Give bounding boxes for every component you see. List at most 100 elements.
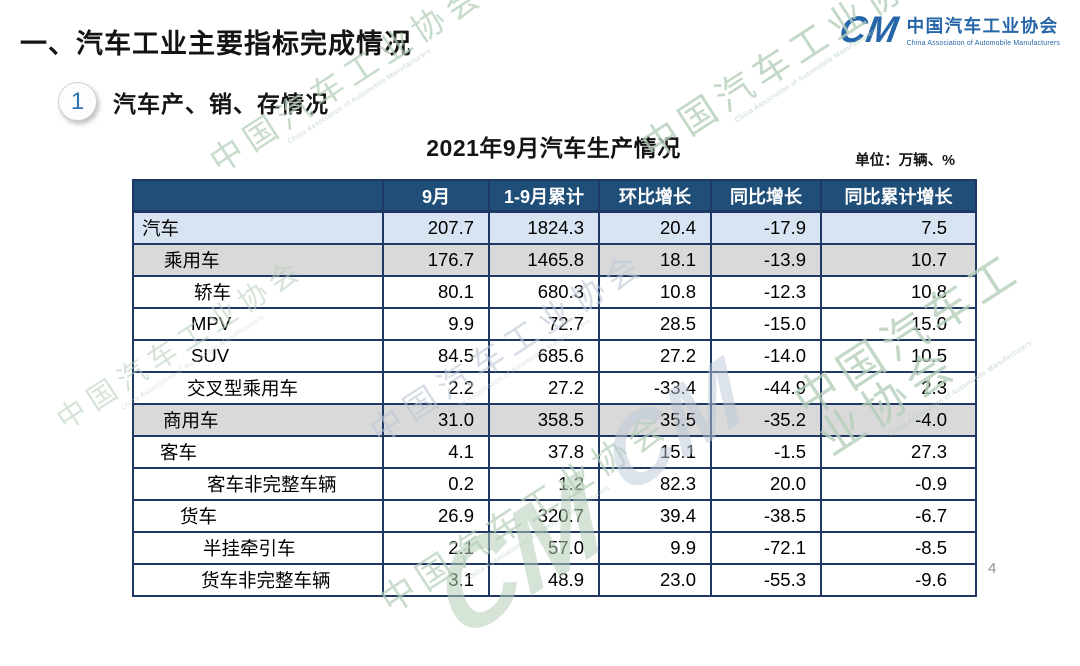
unit-label: 单位：万辆、%: [855, 153, 955, 169]
section-title: 汽车产、销、存情况: [113, 90, 329, 117]
table-row: 汽车 207.7 1824.3 20.4 -17.9 7.5: [132, 210, 977, 245]
page-number: 4: [988, 560, 997, 577]
cell-value: 680.3: [488, 275, 600, 309]
cell-value: 0.2: [382, 467, 490, 501]
logo-name-cn: 中国汽车工业协会: [906, 16, 1059, 36]
cell-value: 20.0: [710, 467, 822, 501]
cell-value: -6.7: [820, 499, 977, 533]
cell-value: 1824.3: [488, 210, 600, 245]
row-label: 轿车: [132, 275, 384, 309]
cell-value: -9.6: [820, 563, 977, 597]
cell-value: 80.1: [382, 275, 490, 309]
cell-value: 3.1: [382, 563, 490, 597]
cell-value: 320.7: [488, 499, 600, 533]
cell-value: 20.4: [598, 210, 712, 245]
cell-value: 26.9: [382, 499, 490, 533]
caam-logo: CM 中国汽车工业协会 China Association of Automob…: [836, 9, 1060, 51]
cell-value: -1.5: [710, 435, 822, 469]
row-label: 商用车: [132, 403, 384, 437]
cell-value: 4.1: [382, 435, 490, 469]
logo-name-en: China Association of Automobile Manufact…: [906, 40, 1060, 47]
cell-value: -12.3: [710, 275, 822, 309]
cell-value: 27.2: [488, 371, 600, 405]
row-label: 货车: [132, 499, 384, 533]
row-label: 半挂牵引车: [132, 531, 384, 565]
table-row: 商用车 31.0 358.5 35.5 -35.2 -4.0: [132, 403, 977, 437]
cell-value: -17.9: [710, 210, 822, 245]
row-label: 汽车: [132, 210, 384, 245]
row-label: 客车非完整车辆: [132, 467, 384, 501]
cell-value: 2.3: [820, 371, 977, 405]
cell-value: -14.0: [710, 339, 822, 373]
cell-value: 207.7: [382, 210, 490, 245]
cell-value: 18.1: [598, 243, 712, 277]
cell-value: 35.5: [598, 403, 712, 437]
cell-value: -72.1: [710, 531, 822, 565]
row-label: 客车: [132, 435, 384, 469]
cell-value: -33.4: [598, 371, 712, 405]
slide: 中国汽车工业协会 China Association of Automobile…: [20, 0, 1060, 666]
column-header: 9月: [382, 179, 490, 213]
column-header: 环比增长: [598, 179, 712, 213]
cell-value: 2.2: [382, 371, 490, 405]
table-body: 汽车 207.7 1824.3 20.4 -17.9 7.5 乘用车 176.7 1465.8 1…: [132, 210, 977, 597]
table-row: 半挂牵引车 2.1 57.0 9.9 -72.1 -8.5: [132, 531, 977, 565]
table-row: 货车 26.9 320.7 39.4 -38.5 -6.7: [132, 499, 977, 533]
cell-value: 27.2: [598, 339, 712, 373]
table-row: 交叉型乘用车 2.2 27.2 -33.4 -44.9 2.3: [132, 371, 977, 405]
cell-value: 685.6: [488, 339, 600, 373]
cell-value: 15.1: [598, 435, 712, 469]
cell-value: -44.9: [710, 371, 822, 405]
cell-value: 15.0: [820, 307, 977, 341]
cell-value: 39.4: [598, 499, 712, 533]
cell-value: 7.5: [820, 210, 977, 245]
production-table: 9月 1-9月累计 环比增长 同比增长 同比累计增长 汽车 207.7 1824.3 20.4…: [132, 179, 977, 597]
cell-value: 10.8: [598, 275, 712, 309]
cell-value: -0.9: [820, 467, 977, 501]
table-row: SUV 84.5 685.6 27.2 -14.0 10.5: [132, 339, 977, 373]
table-row: MPV 9.9 72.7 28.5 -15.0 15.0: [132, 307, 977, 341]
cell-value: 57.0: [488, 531, 600, 565]
column-header: 同比累计增长: [820, 179, 977, 213]
cell-value: 9.9: [598, 531, 712, 565]
cell-value: 10.7: [820, 243, 977, 277]
row-label: MPV: [132, 307, 384, 341]
cell-value: 1465.8: [488, 243, 600, 277]
cell-value: 9.9: [382, 307, 490, 341]
table-row: 客车非完整车辆 0.2 1.2 82.3 20.0 -0.9: [132, 467, 977, 501]
table-row: 客车 4.1 37.8 15.1 -1.5 27.3: [132, 435, 977, 469]
column-header: [132, 179, 384, 213]
cell-value: 176.7: [382, 243, 490, 277]
table-row: 乘用车 176.7 1465.8 18.1 -13.9 10.7: [132, 243, 977, 277]
table-title: 2021年9月汽车生产情况: [426, 135, 681, 161]
cell-value: 37.8: [488, 435, 600, 469]
cell-value: 82.3: [598, 467, 712, 501]
table-row: 货车非完整车辆 3.1 48.9 23.0 -55.3 -9.6: [132, 563, 977, 597]
cell-value: -35.2: [710, 403, 822, 437]
cell-value: 28.5: [598, 307, 712, 341]
cell-value: 84.5: [382, 339, 490, 373]
row-label: SUV: [132, 339, 384, 373]
cell-value: 10.5: [820, 339, 977, 373]
cell-value: 48.9: [488, 563, 600, 597]
cell-value: 10.8: [820, 275, 977, 309]
row-label: 交叉型乘用车: [132, 371, 384, 405]
caam-logo-text: 中国汽车工业协会 China Association of Automobile…: [907, 13, 1060, 47]
cell-value: 31.0: [382, 403, 490, 437]
row-label: 货车非完整车辆: [132, 563, 384, 597]
caam-logo-mark-icon: CM: [836, 9, 902, 51]
column-header: 1-9月累计: [488, 179, 600, 213]
table-header-row: 9月 1-9月累计 环比增长 同比增长 同比累计增长: [132, 179, 977, 213]
cell-value: 72.7: [488, 307, 600, 341]
section-header: 1 汽车产、销、存情况: [58, 82, 329, 121]
row-label: 乘用车: [132, 243, 384, 277]
table-row: 轿车 80.1 680.3 10.8 -12.3 10.8: [132, 275, 977, 309]
page-title: 一、汽车工业主要指标完成情况: [20, 29, 412, 59]
cell-value: 27.3: [820, 435, 977, 469]
cell-value: -38.5: [710, 499, 822, 533]
cell-value: 23.0: [598, 563, 712, 597]
cell-value: -8.5: [820, 531, 977, 565]
cell-value: -4.0: [820, 403, 977, 437]
cell-value: 1.2: [488, 467, 600, 501]
column-header: 同比增长: [710, 179, 822, 213]
